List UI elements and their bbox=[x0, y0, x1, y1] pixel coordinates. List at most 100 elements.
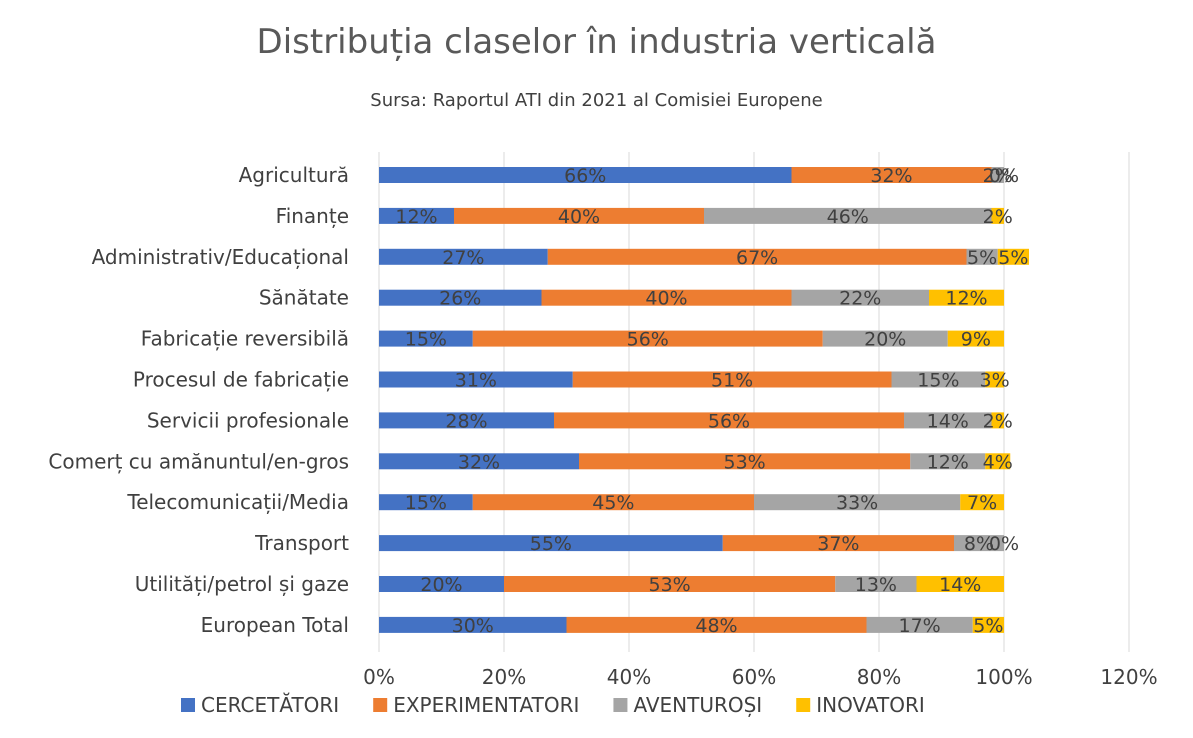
data-label-experimentatori: 53% bbox=[724, 451, 766, 473]
bar-experimentatori-transport bbox=[722, 535, 954, 552]
data-label-inovatori: 0% bbox=[989, 533, 1019, 555]
legend-swatch-aventurosi bbox=[613, 698, 628, 712]
bar-inovatori-servicii-profesionale bbox=[991, 412, 1004, 429]
bar-aventurosi-telecomunicatii-media bbox=[754, 494, 961, 511]
bar-inovatori-administrativ-educational bbox=[997, 248, 1029, 265]
data-label-cercetatori: 32% bbox=[458, 451, 500, 473]
bar-inovatori-european-total bbox=[972, 616, 1004, 633]
category-labels: Agricultură Finanțe Administrativ/Educațio… bbox=[48, 163, 349, 637]
data-label-aventurosi: 12% bbox=[927, 451, 969, 473]
data-label-cercetatori: 28% bbox=[445, 410, 487, 432]
data-label-inovatori: 12% bbox=[945, 288, 987, 310]
data-label-aventurosi: 13% bbox=[855, 574, 897, 596]
data-label-inovatori: 4% bbox=[983, 451, 1013, 473]
x-tick-label: 60% bbox=[732, 665, 776, 689]
data-label-cercetatori: 20% bbox=[420, 574, 462, 596]
category-label-servicii-profesionale: Servicii profesionale bbox=[147, 408, 349, 432]
bar-aventurosi-european-total bbox=[866, 616, 973, 633]
data-label-aventurosi: 46% bbox=[827, 206, 869, 228]
gridlines bbox=[378, 152, 1130, 652]
data-labels: 66% 32% 2%0%12% 40% 46% 2%27% 67% 5% 5%26% 40% 22%… bbox=[395, 165, 1028, 637]
data-label-inovatori: 14% bbox=[939, 574, 981, 596]
x-tick-label: 40% bbox=[607, 665, 651, 689]
data-label-aventurosi: 8% bbox=[964, 533, 994, 555]
data-label-cercetatori: 26% bbox=[439, 288, 481, 310]
bar-aventurosi-sanatate bbox=[791, 289, 929, 306]
bar-inovatori-sanatate bbox=[929, 289, 1004, 306]
data-label-aventurosi: 17% bbox=[899, 615, 941, 637]
data-label-experimentatori: 37% bbox=[817, 533, 859, 555]
data-label-cercetatori: 66% bbox=[564, 165, 606, 187]
bar-cercetatori-finante bbox=[379, 207, 454, 224]
bar-inovatori-comert-cu-amanuntul-en-gros bbox=[985, 453, 1011, 470]
category-label-procesul-de-fabricatie: Procesul de fabricație bbox=[133, 368, 349, 392]
data-label-cercetatori: 55% bbox=[530, 533, 572, 555]
data-label-experimentatori: 40% bbox=[558, 206, 600, 228]
legend-label-cercetatori: CERCETĂTORI bbox=[201, 693, 339, 717]
x-tick-label: 80% bbox=[857, 665, 901, 689]
bar-aventurosi-fabricatie-reversibila bbox=[822, 330, 948, 347]
data-label-inovatori: 9% bbox=[961, 329, 991, 351]
bar-cercetatori-comert-cu-amanuntul-en-gros bbox=[379, 453, 579, 470]
bar-cercetatori-servicii-profesionale bbox=[379, 412, 554, 429]
legend: CERCETĂTORI EXPERIMENTATORI AVENTUROȘI INOV… bbox=[181, 693, 925, 717]
bar-cercetatori-european-total bbox=[379, 616, 567, 633]
data-label-experimentatori: 56% bbox=[627, 329, 669, 351]
data-label-inovatori: 7% bbox=[967, 492, 997, 514]
bar-cercetatori-fabricatie-reversibila bbox=[379, 330, 473, 347]
data-label-inovatori: 5% bbox=[998, 247, 1028, 269]
data-label-experimentatori: 56% bbox=[708, 410, 750, 432]
category-label-administrativ-educational: Administrativ/Educațional bbox=[92, 245, 349, 269]
bar-experimentatori-european-total bbox=[566, 616, 867, 633]
data-label-aventurosi: 5% bbox=[967, 247, 997, 269]
chart-title: Distribuția claselor în industria vertic… bbox=[256, 22, 937, 62]
data-label-cercetatori: 31% bbox=[455, 370, 497, 392]
bar-experimentatori-finante bbox=[454, 207, 704, 224]
bar-experimentatori-sanatate bbox=[541, 289, 792, 306]
bar-experimentatori-agricultura bbox=[791, 167, 992, 183]
bar-inovatori-fabricatie-reversibila bbox=[947, 330, 1004, 347]
data-label-inovatori: 0% bbox=[989, 165, 1019, 187]
bar-cercetatori-utilitati-petrol-si-gaze bbox=[379, 576, 504, 592]
data-label-experimentatori: 53% bbox=[649, 574, 691, 596]
category-label-sanatate: Sănătate bbox=[259, 286, 349, 310]
bar-aventurosi-transport bbox=[954, 535, 1004, 552]
x-tick-label: 20% bbox=[482, 665, 526, 689]
data-label-cercetatori: 30% bbox=[452, 615, 494, 637]
data-label-experimentatori: 40% bbox=[645, 288, 687, 310]
category-label-finante: Finanțe bbox=[276, 204, 349, 228]
data-label-cercetatori: 27% bbox=[442, 247, 484, 269]
bar-cercetatori-telecomunicatii-media bbox=[379, 494, 473, 511]
category-label-fabricatie-reversibila: Fabricație reversibilă bbox=[141, 327, 349, 351]
data-label-aventurosi: 2% bbox=[983, 165, 1013, 187]
bar-aventurosi-utilitati-petrol-si-gaze bbox=[835, 576, 917, 592]
bar-cercetatori-administrativ-educational bbox=[379, 248, 548, 265]
chart-subtitle: Sursa: Raportul ATI din 2021 al Comisiei… bbox=[370, 90, 823, 111]
category-label-telecomunicatii-media: Telecomunicații/Media bbox=[126, 490, 349, 514]
bar-cercetatori-sanatate bbox=[379, 289, 542, 306]
x-tick-label: 100% bbox=[975, 665, 1032, 689]
legend-label-aventurosi: AVENTUROȘI bbox=[633, 693, 762, 717]
bar-inovatori-telecomunicatii-media bbox=[960, 494, 1004, 511]
bar-cercetatori-transport bbox=[379, 535, 723, 552]
bar-experimentatori-comert-cu-amanuntul-en-gros bbox=[579, 453, 911, 470]
bar-experimentatori-fabricatie-reversibila bbox=[472, 330, 823, 347]
bar-experimentatori-utilitati-petrol-si-gaze bbox=[504, 576, 836, 592]
bar-experimentatori-servicii-profesionale bbox=[554, 412, 904, 429]
bar-inovatori-procesul-de-fabricatie bbox=[985, 371, 1004, 388]
legend-swatch-experimentatori bbox=[373, 698, 388, 712]
data-label-aventurosi: 33% bbox=[836, 492, 878, 514]
data-label-inovatori: 2% bbox=[983, 410, 1013, 432]
data-label-inovatori: 5% bbox=[973, 615, 1003, 637]
data-label-aventurosi: 20% bbox=[864, 329, 906, 351]
bar-aventurosi-servicii-profesionale bbox=[904, 412, 992, 429]
category-label-european-total: European Total bbox=[201, 613, 349, 637]
x-tick-label: 0% bbox=[363, 665, 395, 689]
data-label-experimentatori: 32% bbox=[870, 165, 912, 187]
category-label-transport: Transport bbox=[254, 531, 349, 555]
data-label-inovatori: 2% bbox=[983, 206, 1013, 228]
data-label-aventurosi: 15% bbox=[917, 370, 959, 392]
x-axis-ticks: 0% 20% 40% 60% 80% 100% 120% bbox=[363, 665, 1157, 689]
data-label-aventurosi: 14% bbox=[927, 410, 969, 432]
